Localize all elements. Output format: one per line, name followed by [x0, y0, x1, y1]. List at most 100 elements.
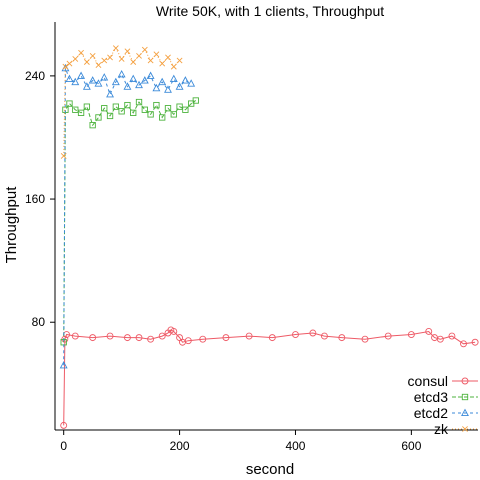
- data-point: [164, 85, 172, 93]
- legend-item-zk: zk: [434, 421, 478, 437]
- data-point: [107, 54, 113, 61]
- data-point: [448, 332, 456, 340]
- legend-label: zk: [434, 421, 449, 437]
- data-point: [320, 332, 328, 340]
- data-point: [112, 103, 119, 110]
- data-point: [147, 111, 154, 118]
- data-point: [176, 57, 183, 64]
- data-point: [136, 52, 142, 59]
- data-point: [60, 153, 67, 159]
- x-tick-label: 0: [60, 439, 67, 453]
- x-tick-label: 600: [401, 439, 421, 453]
- data-point: [106, 112, 114, 120]
- data-point: [187, 79, 196, 87]
- data-point: [159, 114, 166, 121]
- data-point: [153, 101, 160, 109]
- legend-label: etcd2: [414, 405, 448, 421]
- data-point: [77, 109, 85, 116]
- data-point: [101, 105, 108, 112]
- series-etcd3: [60, 97, 199, 346]
- legend-item-etcd3: etcd3: [414, 389, 478, 405]
- data-point: [94, 79, 103, 87]
- data-point: [184, 337, 192, 345]
- series-zk: [60, 45, 183, 159]
- data-point: [309, 329, 317, 337]
- data-point: [82, 82, 91, 90]
- legend-marker: [461, 377, 469, 385]
- data-point: [140, 76, 149, 84]
- data-point: [130, 109, 137, 116]
- data-point: [152, 83, 161, 92]
- legend-label: etcd3: [414, 389, 448, 405]
- data-point: [118, 108, 125, 115]
- data-point: [170, 111, 177, 118]
- data-point: [141, 106, 148, 113]
- data-point: [111, 77, 120, 86]
- axes: 80 160 240 0 200 400 600: [25, 22, 478, 453]
- y-tick-label: 240: [25, 69, 45, 83]
- data-point: [89, 334, 97, 342]
- data-point: [292, 331, 299, 338]
- data-point: [169, 74, 178, 83]
- data-point: [130, 59, 137, 65]
- legend-item-etcd2: etcd2: [414, 405, 478, 421]
- data-point: [83, 59, 90, 65]
- series-line-consul: [63, 329, 476, 426]
- data-point: [146, 71, 155, 79]
- data-point: [170, 63, 177, 70]
- data-point: [407, 331, 415, 338]
- legend-marker: [461, 408, 469, 417]
- data-point: [460, 340, 467, 348]
- series-etcd2: [59, 63, 196, 369]
- x-tick-label: 200: [170, 439, 190, 453]
- data-point: [89, 122, 96, 129]
- data-point: [66, 100, 73, 107]
- data-point: [78, 49, 84, 56]
- data-point: [164, 105, 172, 112]
- x-axis-label: second: [246, 461, 294, 478]
- data-point: [129, 74, 138, 83]
- data-point: [65, 74, 74, 83]
- data-point: [124, 48, 131, 55]
- data-point: [117, 69, 126, 78]
- data-point: [141, 46, 148, 53]
- data-point: [71, 77, 80, 86]
- y-tick-label: 160: [25, 192, 45, 206]
- data-point: [112, 45, 119, 52]
- data-point: [101, 57, 108, 64]
- data-point: [95, 114, 102, 121]
- data-point: [147, 335, 155, 343]
- data-point: [60, 421, 68, 429]
- series-consul: [60, 326, 479, 429]
- legend-item-consul: consul: [408, 373, 478, 389]
- data-point: [118, 56, 125, 62]
- data-point: [100, 73, 109, 81]
- data-point: [192, 97, 199, 104]
- data-point: [199, 335, 207, 343]
- data-point: [88, 76, 97, 84]
- data-point: [77, 71, 86, 79]
- data-point: [135, 98, 143, 106]
- data-point: [124, 101, 131, 109]
- data-point: [159, 60, 166, 67]
- data-point: [83, 103, 91, 110]
- series-line-etcd3: [63, 100, 197, 343]
- data-point: [147, 57, 154, 64]
- legend-marker: [462, 426, 468, 432]
- data-point: [123, 334, 131, 342]
- data-point: [425, 328, 433, 335]
- data-point: [175, 82, 184, 90]
- data-point: [62, 63, 69, 70]
- data-point: [153, 51, 160, 58]
- data-point: [59, 360, 68, 369]
- data-point: [123, 82, 132, 90]
- data-point: [106, 90, 114, 98]
- data-point: [338, 334, 346, 342]
- data-point: [66, 60, 73, 67]
- data-point: [245, 332, 253, 340]
- data-point: [158, 332, 166, 340]
- data-point: [181, 76, 190, 84]
- data-point: [95, 62, 102, 69]
